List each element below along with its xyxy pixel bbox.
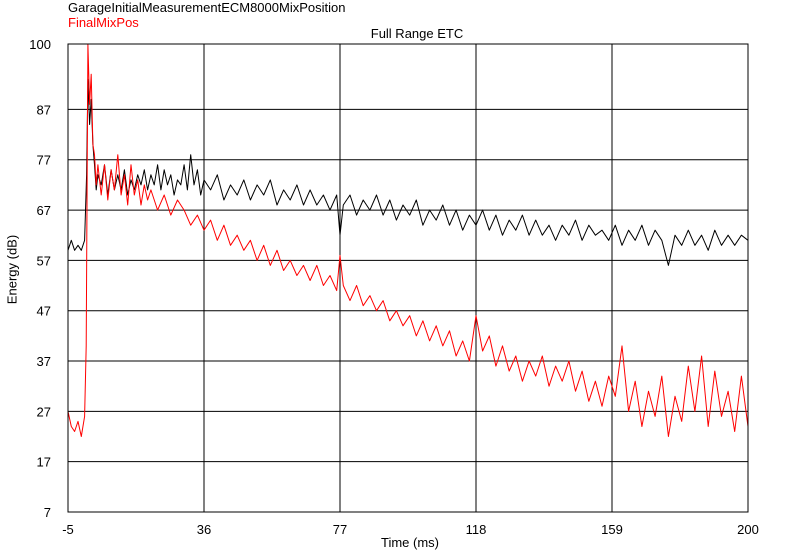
y-tick-label: 47 xyxy=(37,304,51,319)
y-tick-label: 17 xyxy=(37,455,51,470)
y-tick-label: 37 xyxy=(37,354,51,369)
y-tick-label: 77 xyxy=(37,153,51,168)
x-tick-label: 77 xyxy=(333,522,347,537)
y-tick-label: 87 xyxy=(37,102,51,117)
x-tick-label: 36 xyxy=(197,522,211,537)
x-tick-label: 159 xyxy=(601,522,623,537)
series-line xyxy=(67,78,749,266)
x-tick-label: 118 xyxy=(466,522,487,537)
y-tick-label: 27 xyxy=(37,404,51,419)
tick-labels: 100 87 77 67 57 47 37 27 17 7 -5 36 77 118 159 200 xyxy=(29,37,759,537)
x-axis-label: Time (ms) xyxy=(380,535,439,550)
y-tick-label: 100 xyxy=(29,37,51,52)
y-tick-label: 7 xyxy=(44,505,51,520)
series-line xyxy=(67,43,749,437)
x-tick-label: 200 xyxy=(737,522,759,537)
grid-lines xyxy=(67,43,749,513)
y-tick-label: 67 xyxy=(37,203,51,218)
legend-entry: FinalMixPos xyxy=(68,15,139,30)
x-tick-label: -5 xyxy=(62,522,74,537)
series-lines xyxy=(67,43,749,437)
plot-frame xyxy=(67,43,749,513)
legend-entry: GarageInitialMeasurementECM8000MixPositi… xyxy=(68,0,346,15)
y-tick-label: 57 xyxy=(37,253,51,268)
chart-title: Full Range ETC xyxy=(370,26,464,41)
y-axis-label: Energy (dB) xyxy=(4,234,20,305)
